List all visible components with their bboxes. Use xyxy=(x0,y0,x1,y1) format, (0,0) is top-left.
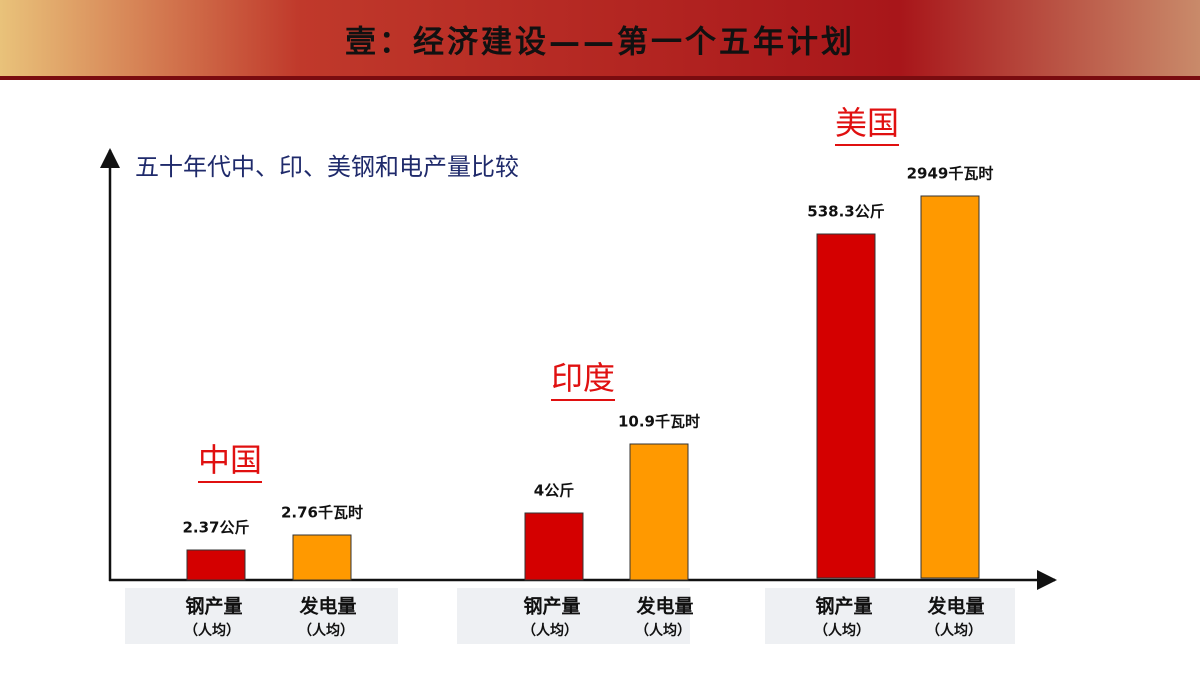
bar xyxy=(524,512,584,581)
country-label: 中国 xyxy=(198,441,262,479)
category-label: 钢产量 xyxy=(815,595,872,618)
bar xyxy=(920,195,980,579)
category-label: 发电量 xyxy=(298,595,356,618)
chart-title: 五十年代中、印、美钢和电产量比较 xyxy=(135,153,519,181)
category-sublabel: （人均） xyxy=(926,622,982,639)
bar xyxy=(292,534,352,581)
category-label: 钢产量 xyxy=(523,595,580,618)
bar xyxy=(816,233,876,579)
value-label: 2.37公斤 xyxy=(182,519,249,537)
category-sublabel: （人均） xyxy=(814,622,870,639)
category-sublabel: （人均） xyxy=(635,622,691,639)
country-label: 印度 xyxy=(551,359,615,397)
value-label: 2.76千瓦时 xyxy=(281,504,363,522)
category-label: 发电量 xyxy=(635,595,693,618)
header-band xyxy=(0,0,1200,80)
category-label: 钢产量 xyxy=(185,595,242,618)
value-label: 4公斤 xyxy=(534,482,574,500)
category-sublabel: （人均） xyxy=(298,622,354,639)
category-label: 发电量 xyxy=(926,595,984,618)
category-box xyxy=(765,588,1015,644)
value-label: 538.3公斤 xyxy=(807,203,884,221)
category-box xyxy=(457,588,690,644)
header-title: 壹：经济建设——第一个五年计划 xyxy=(345,25,855,61)
value-label: 2949千瓦时 xyxy=(907,165,994,183)
category-sublabel: （人均） xyxy=(184,622,240,639)
bar xyxy=(629,443,689,581)
bar xyxy=(186,549,246,581)
category-box xyxy=(125,588,398,644)
header-rule xyxy=(0,76,1200,80)
category-sublabel: （人均） xyxy=(522,622,578,639)
country-label: 美国 xyxy=(835,104,899,142)
value-label: 10.9千瓦时 xyxy=(618,413,700,431)
